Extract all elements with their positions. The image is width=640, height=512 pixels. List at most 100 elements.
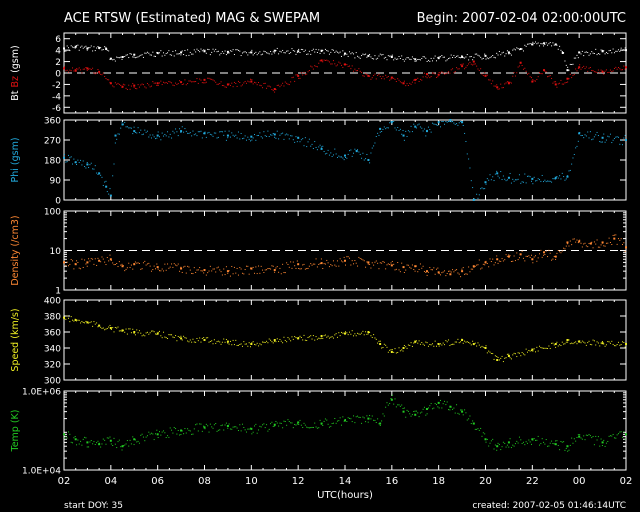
scatter-point	[347, 65, 349, 67]
scatter-point	[181, 430, 183, 432]
scatter-point	[354, 333, 356, 335]
scatter-point	[144, 129, 146, 131]
scatter-point	[357, 415, 359, 417]
scatter-point	[97, 257, 99, 259]
scatter-point	[619, 239, 621, 241]
scatter-point	[69, 263, 71, 265]
scatter-point	[138, 330, 140, 332]
scatter-point	[611, 435, 613, 437]
scatter-point	[399, 405, 401, 407]
data-point	[449, 119, 452, 121]
scatter-point	[69, 157, 71, 159]
scatter-point	[501, 355, 503, 357]
data-point	[484, 74, 487, 77]
scatter-point	[175, 335, 177, 337]
scatter-point	[200, 48, 202, 50]
scatter-point	[556, 252, 558, 254]
scatter-point	[492, 353, 494, 355]
scatter-point	[323, 52, 325, 54]
scatter-point	[204, 339, 206, 341]
scatter-point	[126, 126, 128, 128]
scatter-point	[567, 81, 569, 83]
data-point	[74, 438, 77, 441]
scatter-point	[235, 82, 237, 84]
scatter-point	[437, 267, 439, 269]
scatter-point	[478, 69, 480, 71]
scatter-point	[70, 316, 72, 318]
scatter-point	[335, 65, 337, 67]
scatter-point	[241, 423, 243, 425]
scatter-point	[547, 347, 549, 349]
scatter-point	[505, 82, 507, 84]
scatter-point	[579, 64, 581, 66]
scatter-point	[327, 60, 329, 62]
scatter-point	[500, 260, 502, 262]
scatter-point	[608, 50, 610, 52]
scatter-point	[385, 406, 387, 408]
scatter-point	[430, 403, 432, 405]
scatter-point	[422, 56, 424, 58]
scatter-point	[275, 137, 277, 139]
scatter-point	[327, 262, 329, 264]
scatter-point	[537, 178, 539, 180]
scatter-point	[157, 85, 159, 87]
scatter-point	[421, 127, 423, 129]
data-point	[109, 327, 112, 329]
scatter-point	[557, 345, 559, 347]
scatter-point	[440, 126, 442, 128]
scatter-point	[275, 89, 277, 91]
data-point	[203, 78, 206, 81]
scatter-point	[470, 180, 472, 182]
scatter-point	[145, 87, 147, 89]
scatter-point	[168, 267, 170, 269]
scatter-point	[418, 340, 420, 342]
scatter-point	[609, 242, 611, 244]
scatter-point	[146, 435, 148, 437]
scatter-point	[620, 139, 622, 141]
scatter-point	[124, 84, 126, 86]
scatter-point	[65, 161, 67, 163]
scatter-point	[556, 44, 558, 46]
scatter-point	[362, 330, 364, 332]
scatter-point	[278, 425, 280, 427]
scatter-point	[146, 331, 148, 333]
scatter-point	[249, 346, 251, 348]
scatter-point	[243, 137, 245, 139]
scatter-point	[258, 265, 260, 267]
data-point	[156, 52, 159, 54]
scatter-point	[351, 330, 353, 332]
scatter-point	[282, 263, 284, 265]
scatter-point	[358, 151, 360, 153]
scatter-point	[322, 145, 324, 147]
scatter-point	[185, 55, 187, 57]
scatter-point	[266, 340, 268, 342]
scatter-point	[296, 423, 298, 425]
x-tick-label: 12	[292, 476, 305, 487]
scatter-point	[278, 84, 280, 86]
scatter-point	[486, 57, 488, 59]
scatter-point	[490, 83, 492, 85]
scatter-point	[311, 426, 313, 428]
scatter-point	[454, 123, 456, 125]
scatter-point	[359, 333, 361, 335]
scatter-point	[624, 47, 626, 49]
scatter-point	[603, 245, 605, 247]
scatter-point	[330, 425, 332, 427]
scatter-point	[411, 131, 413, 133]
scatter-point	[441, 121, 443, 122]
scatter-point	[514, 443, 516, 445]
scatter-point	[613, 52, 615, 54]
scatter-point	[144, 86, 146, 88]
scatter-point	[470, 63, 472, 65]
scatter-point	[398, 56, 400, 58]
scatter-point	[315, 65, 317, 67]
scatter-point	[450, 69, 452, 71]
scatter-point	[555, 258, 557, 260]
scatter-point	[100, 261, 102, 263]
scatter-point	[129, 439, 131, 441]
scatter-point	[621, 49, 623, 51]
scatter-point	[406, 347, 408, 349]
scatter-point	[585, 344, 587, 346]
data-point	[437, 271, 440, 274]
scatter-point	[377, 74, 379, 76]
